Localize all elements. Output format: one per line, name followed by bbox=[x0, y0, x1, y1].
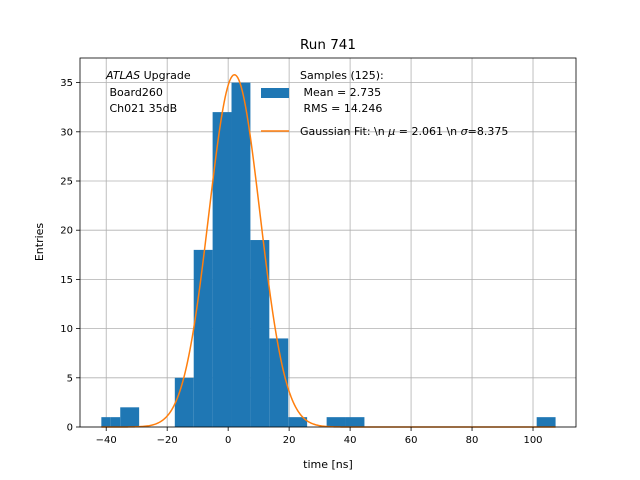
legend-fit-sigma-symbol: σ bbox=[461, 125, 469, 138]
grid bbox=[80, 58, 576, 428]
legend-fit-label: Gaussian Fit: \n μ = 2.061 \n σ=8.375 bbox=[300, 125, 508, 138]
legend-histogram-label: Samples (125): bbox=[300, 69, 384, 82]
legend-fit-label-part-1: Gaussian Fit: \n bbox=[300, 125, 388, 138]
annotation-line-1: ATLAS Upgrade bbox=[105, 69, 191, 82]
histogram-bar bbox=[110, 417, 121, 427]
x-tick-label: 80 bbox=[466, 435, 479, 446]
histogram-bar bbox=[326, 417, 346, 427]
histogram-bar bbox=[269, 338, 289, 427]
x-tick-label: 0 bbox=[225, 435, 231, 446]
y-tick-label: 10 bbox=[60, 324, 73, 335]
x-axis-ticks: −40 −20 0 20 40 60 80 100 bbox=[96, 427, 543, 446]
y-tick-label: 30 bbox=[60, 127, 73, 138]
plot-frame bbox=[79, 57, 577, 428]
x-axis-label: time [ns] bbox=[303, 458, 353, 471]
histogram-bar bbox=[288, 417, 308, 427]
annotation-line-3: Ch021 35dB bbox=[106, 102, 177, 115]
legend-histogram-swatch bbox=[261, 88, 289, 98]
x-tick-label: 100 bbox=[523, 435, 542, 446]
histogram-bar bbox=[174, 377, 194, 427]
legend: Samples (125): Mean = 2.735 RMS = 14.246… bbox=[261, 69, 508, 138]
histogram-bars bbox=[101, 82, 556, 428]
histogram-bar bbox=[212, 112, 232, 428]
annotation-upgrade-word: Upgrade bbox=[140, 69, 191, 82]
histogram-bar bbox=[345, 417, 365, 427]
atlas-annotation: ATLAS Upgrade Board260 Ch021 35dB bbox=[105, 69, 191, 115]
y-tick-label: 20 bbox=[60, 226, 73, 237]
x-tick-label: −20 bbox=[157, 435, 178, 446]
x-tick-label: −40 bbox=[96, 435, 117, 446]
legend-fit-label-part-2: = 2.061 \n bbox=[395, 125, 460, 138]
y-tick-label: 15 bbox=[60, 275, 73, 286]
legend-mean-label: Mean = 2.735 bbox=[300, 86, 381, 99]
annotation-line-2: Board260 bbox=[106, 86, 163, 99]
legend-fit-mu-symbol: μ bbox=[387, 125, 395, 138]
y-tick-label: 25 bbox=[60, 177, 73, 188]
y-tick-label: 35 bbox=[60, 78, 73, 89]
legend-rms-label: RMS = 14.246 bbox=[300, 102, 382, 115]
x-tick-label: 60 bbox=[405, 435, 418, 446]
annotation-atlas-word: ATLAS bbox=[105, 69, 140, 82]
histogram-bar bbox=[101, 417, 111, 427]
y-tick-label: 5 bbox=[67, 373, 73, 384]
y-axis-ticks: 0 5 10 15 20 25 30 35 bbox=[60, 78, 80, 434]
histogram-bar bbox=[193, 249, 213, 427]
histogram-bar bbox=[250, 240, 270, 427]
y-tick-label: 0 bbox=[67, 423, 73, 434]
chart-title: Run 741 bbox=[300, 37, 356, 53]
histogram-bar bbox=[536, 417, 556, 427]
y-axis-label: Entries bbox=[33, 223, 46, 262]
histogram-bar bbox=[120, 407, 140, 427]
histogram-bar bbox=[231, 82, 251, 427]
x-tick-label: 20 bbox=[283, 435, 296, 446]
x-tick-label: 40 bbox=[344, 435, 357, 446]
legend-fit-label-part-3: =8.375 bbox=[468, 125, 509, 138]
